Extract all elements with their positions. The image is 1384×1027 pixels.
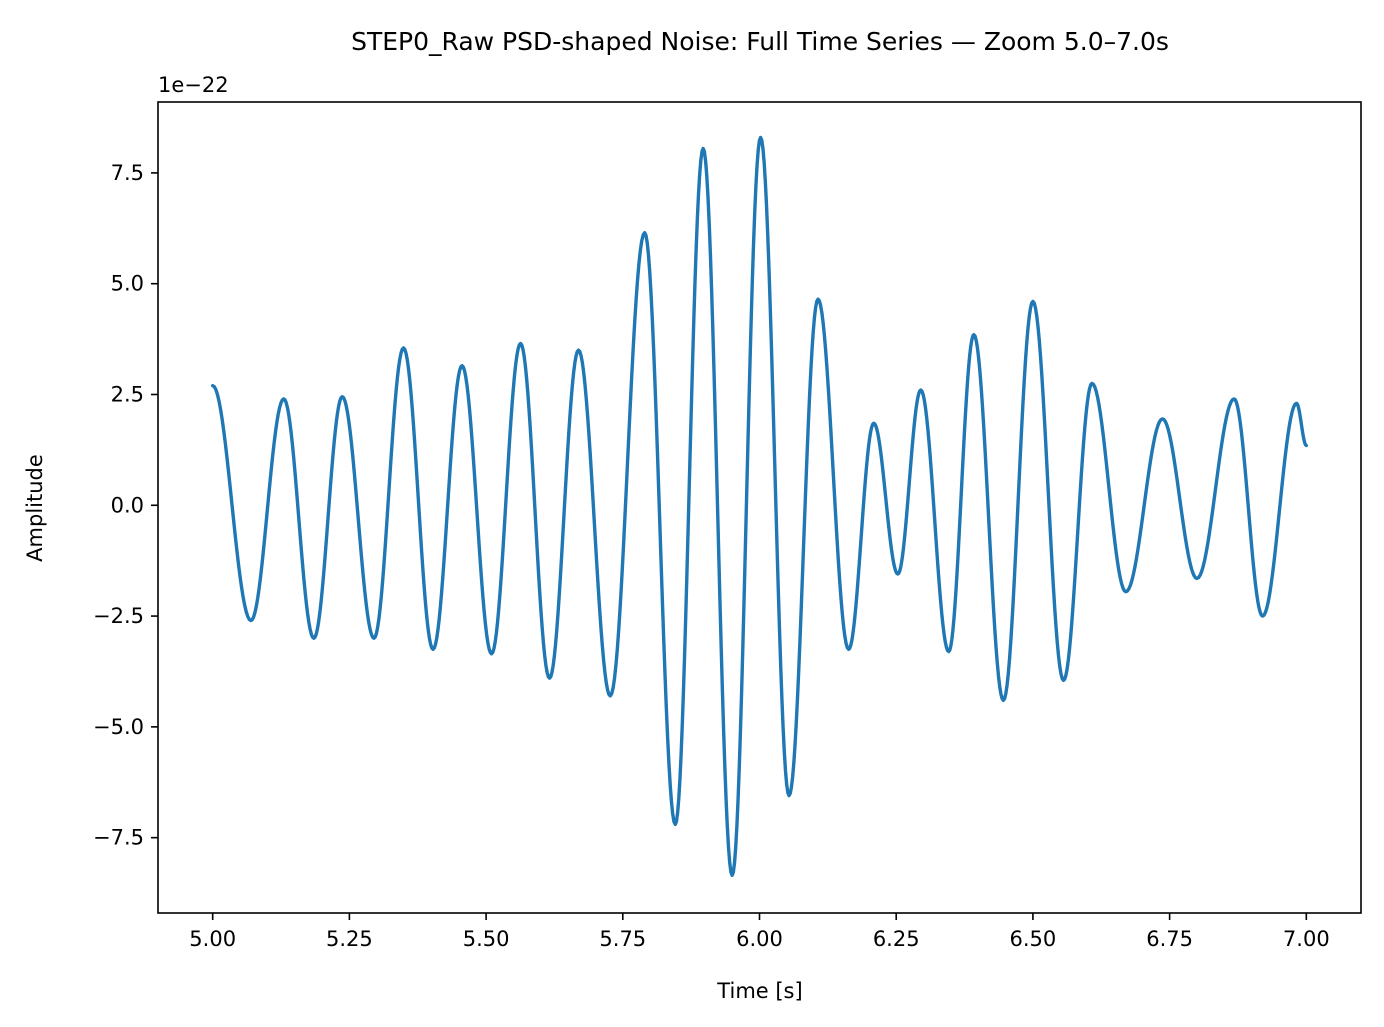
- series-layer: [210, 135, 1309, 878]
- y-tick-label: 7.5: [111, 161, 144, 185]
- y-tick-label: −7.5: [93, 826, 144, 850]
- chart-title: STEP0_Raw PSD-shaped Noise: Full Time Se…: [351, 27, 1169, 56]
- x-tick-label: 7.00: [1283, 927, 1330, 951]
- x-axis-label: Time [s]: [716, 979, 802, 1003]
- x-tick-label: 5.75: [599, 927, 646, 951]
- x-tick-label: 6.25: [873, 927, 920, 951]
- y-axis-label: Amplitude: [23, 454, 47, 562]
- y-tick-label: 0.0: [111, 493, 144, 517]
- y-tick-label: −2.5: [93, 604, 144, 628]
- y-offset-label: 1e−22: [158, 73, 229, 97]
- x-tick-label: 5.25: [326, 927, 373, 951]
- x-tick-label: 5.00: [189, 927, 236, 951]
- x-tick-label: 6.75: [1146, 927, 1193, 951]
- y-tick-label: 2.5: [111, 382, 144, 406]
- y-tick-label: −5.0: [93, 715, 144, 739]
- y-axis: −7.5 −5.0 −2.5 0.0 2.5 5.0 7.5: [93, 161, 158, 850]
- x-tick-label: 6.50: [1010, 927, 1057, 951]
- x-axis: 5.00 5.25 5.50 5.75 6.00 6.25 6.50 6.75 7.00: [189, 913, 1330, 951]
- x-tick-label: 5.50: [463, 927, 510, 951]
- y-tick-label: 5.0: [111, 272, 144, 296]
- x-tick-label: 6.00: [736, 927, 783, 951]
- series-line-0: [210, 135, 1309, 878]
